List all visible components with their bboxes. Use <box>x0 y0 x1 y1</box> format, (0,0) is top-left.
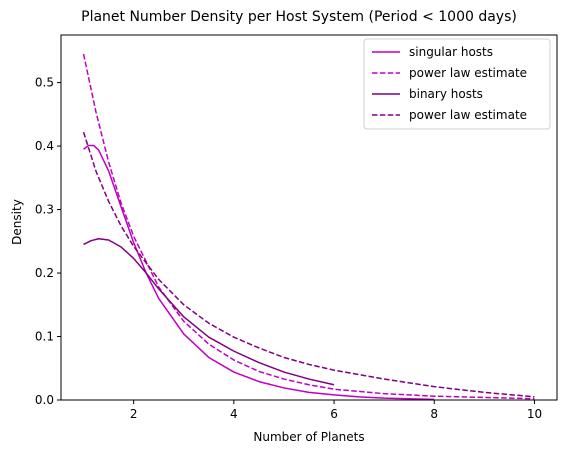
x-tick-label: 6 <box>330 407 338 421</box>
y-tick-label: 0.5 <box>35 76 54 90</box>
y-tick-label: 0.1 <box>35 330 54 344</box>
x-axis-label: Number of Planets <box>253 430 364 444</box>
legend-label-4: power law estimate <box>409 108 527 122</box>
legend-label-2: power law estimate <box>409 66 527 80</box>
y-tick-label: 0.4 <box>35 139 54 153</box>
x-tick-label: 2 <box>130 407 138 421</box>
y-tick-label: 0.2 <box>35 266 54 280</box>
legend-label-1: singular hosts <box>409 45 493 59</box>
legend: singular hosts power law estimate binary h… <box>364 39 550 129</box>
chart-title: Planet Number Density per Host System (P… <box>81 9 517 25</box>
x-tick-label: 8 <box>430 407 438 421</box>
x-tick-label: 10 <box>527 407 542 421</box>
y-tick-label: 0.0 <box>35 393 54 407</box>
y-tick-label: 0.3 <box>35 203 54 217</box>
x-tick-label: 4 <box>230 407 238 421</box>
legend-label-3: binary hosts <box>409 87 483 101</box>
y-axis-label: Density <box>10 199 24 245</box>
